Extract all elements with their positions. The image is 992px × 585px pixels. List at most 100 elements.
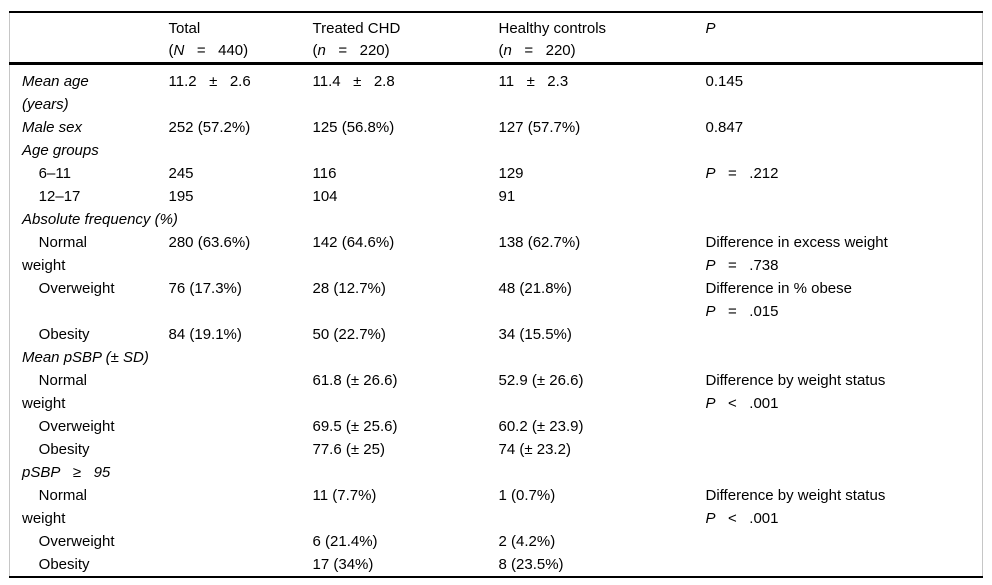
p-number: < .001 [715,510,779,527]
healthy-cell: 138 (62.7%) [498,234,581,251]
header-total-n-symbol: N [173,42,185,59]
chd-cell [313,346,499,369]
p-symbol: P [705,510,716,527]
header-empty-cell [9,12,169,65]
chd-cell: 50 (22.7%) [312,326,386,343]
header-total: Total (N = 440) [168,12,313,65]
p-number: = .738 [715,257,779,274]
table-body: Mean age (years) 11.2 ± 2.6 11.4 ± 2.8 1… [10,64,983,578]
p-cell: Difference in % obese P = .015 [706,277,983,323]
row-label: Obesity [22,326,90,343]
header-p-value: P [705,12,983,65]
chd-cell: 28 (12.7%) [312,280,386,297]
table-row-freq-normal-weight: Normal weight 280 (63.6%) 142 (64.6%) 13… [10,231,983,277]
chd-cell: 77.6 (± 25) [312,441,385,458]
total-cell: 76 (17.3%) [168,280,242,297]
chd-cell [313,208,499,231]
header-healthy-controls: Healthy controls (n = 220) [498,12,706,65]
p-cell [706,139,983,162]
header-healthy-count: = 220) [511,42,576,59]
table-row-age-12-17: 12–17 195 104 91 [10,185,983,208]
healthy-cell: 34 (15.5%) [498,326,572,343]
row-label: Normal weight [22,234,88,274]
chd-cell: 104 [312,188,338,205]
p-symbol: P [705,395,716,412]
total-cell: 84 (19.1%) [168,326,242,343]
p-cell: Difference in excess weight P = .738 [706,231,983,277]
total-cell [169,369,313,415]
p-number: 0.145 [705,73,744,90]
row-label: Mean age (years) [22,73,89,113]
header-total-line2: (N = 440) [169,40,313,62]
p-value: P = .015 [706,300,983,323]
p-symbol: P [705,257,716,274]
total-cell [169,438,313,461]
chd-cell: 11 (7.7%) [312,487,377,504]
row-label: 12–17 [22,188,81,205]
healthy-cell: 1 (0.7%) [498,487,556,504]
healthy-cell [499,139,706,162]
healthy-cell: 2 (4.2%) [498,533,556,550]
total-cell [169,461,313,484]
table-row-mean-age: Mean age (years) 11.2 ± 2.6 11.4 ± 2.8 1… [10,64,983,117]
healthy-cell: 60.2 (± 23.9) [498,418,584,435]
table-row-psbp-overweight: Overweight 69.5 (± 25.6) 60.2 (± 23.9) [10,415,983,438]
total-cell [169,139,313,162]
p-value: P < .001 [706,392,983,415]
healthy-cell: 91 [498,188,516,205]
chd-cell: 142 (64.6%) [312,234,395,251]
header-p-symbol: P [705,20,716,37]
chd-cell: 17 (34%) [312,556,374,573]
row-label: Normal weight [22,487,88,527]
row-label: Overweight [22,418,115,435]
p-cell [706,323,983,346]
header-chd-count: = 220) [325,42,390,59]
p-cell: Difference by weight status P < .001 [706,484,983,530]
p-cell [706,415,983,438]
chd-cell: 116 [312,165,337,182]
chd-cell: 125 (56.8%) [312,119,395,136]
p-value: 0.847 [706,116,983,139]
table-row-psbp-obesity: Obesity 77.6 (± 25) 74 (± 23.2) [10,438,983,461]
chd-cell: 61.8 (± 26.6) [312,372,398,389]
p-value: P = .212 [706,162,983,185]
row-label: Mean pSBP (± SD) [22,349,149,366]
healthy-cell: 74 (± 23.2) [498,441,571,458]
p-note: Difference by weight status [705,372,886,389]
chd-cell [313,461,499,484]
row-label: Absolute frequency (%) [22,211,178,228]
table-row-psbp-normal-weight: Normal weight 61.8 (± 26.6) 52.9 (± 26.6… [10,369,983,415]
p-cell [706,346,983,369]
row-label: Obesity [22,556,90,573]
total-cell [169,415,313,438]
row-label: Normal weight [22,372,88,412]
table-row-psbp-ge-95: pSBP ≥ 95 [10,461,983,484]
p-cell [706,461,983,484]
healthy-cell [499,461,706,484]
table-row-freq-overweight: Overweight 76 (17.3%) 28 (12.7%) 48 (21.… [10,277,983,323]
p-cell [706,553,983,577]
table-row-male-sex: Male sex 252 (57.2%) 125 (56.8%) 127 (57… [10,116,983,139]
table-row-psbp95-normal-weight: Normal weight 11 (7.7%) 1 (0.7%) Differe… [10,484,983,530]
p-cell: Difference by weight status P < .001 [706,369,983,415]
healthy-cell: 52.9 (± 26.6) [498,372,584,389]
p-value: P < .001 [706,507,983,530]
p-cell [706,438,983,461]
table-row-psbp95-overweight: Overweight 6 (21.4%) 2 (4.2%) [10,530,983,553]
healthy-cell [499,208,706,231]
row-label: Overweight [22,280,115,297]
p-cell [706,530,983,553]
chd-cell: 6 (21.4%) [312,533,378,550]
header-healthy-line2: (n = 220) [499,40,706,62]
table-row-absolute-frequency: Absolute frequency (%) [10,208,983,231]
chd-cell: 11.4 ± 2.8 [312,73,395,90]
p-cell: 0.145 [706,64,983,117]
total-cell [169,484,313,530]
total-cell [169,208,313,231]
healthy-cell: 127 (57.7%) [498,119,581,136]
row-label: 6–11 [22,165,71,182]
table-row-age-6-11: 6–11 245 116 129 P = .212 [10,162,983,185]
p-note: Difference by weight status [705,487,886,504]
total-cell [169,553,313,577]
healthy-cell [499,346,706,369]
